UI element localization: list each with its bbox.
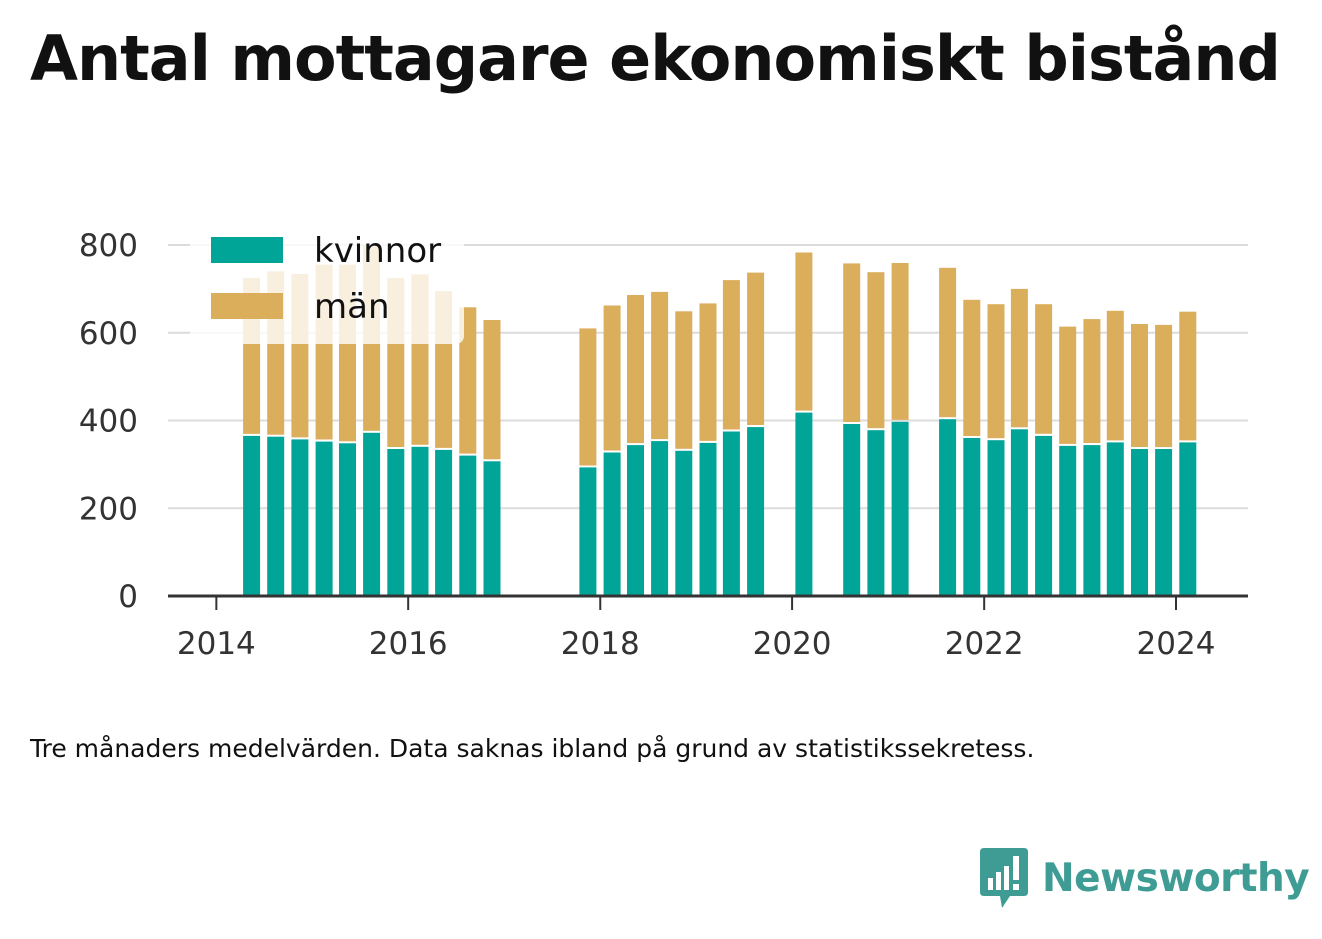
y-tick-label: 0 xyxy=(118,579,138,615)
legend-label: män xyxy=(314,287,390,327)
bar-man xyxy=(459,307,477,454)
bar-kvinnor xyxy=(435,449,453,596)
bar-man xyxy=(1179,311,1197,441)
y-tick-label: 600 xyxy=(79,316,138,352)
caption: Tre månaders medelvärden. Data saknas ib… xyxy=(30,734,1035,763)
x-tick-label: 2018 xyxy=(561,626,640,662)
bar-man xyxy=(579,328,597,466)
bar-kvinnor xyxy=(795,412,813,596)
bar-man xyxy=(939,267,957,418)
y-tick-label: 800 xyxy=(79,228,138,264)
bar-man xyxy=(627,295,644,444)
brand-logo: Newsworthy xyxy=(980,846,1310,910)
bar-man xyxy=(1059,326,1077,444)
bar-kvinnor xyxy=(1155,449,1173,596)
bar-man xyxy=(963,299,981,436)
x-tick-label: 2016 xyxy=(369,626,448,662)
bar-kvinnor xyxy=(1010,429,1028,596)
bar-man xyxy=(1155,324,1173,448)
bar-kvinnor xyxy=(315,441,333,596)
bar-man xyxy=(651,291,669,440)
bar-kvinnor xyxy=(579,467,597,596)
bar-man xyxy=(699,303,717,441)
bar-man xyxy=(1106,310,1124,441)
bar-kvinnor xyxy=(267,436,285,596)
page-title: Antal mottagare ekonomiskt bistånd xyxy=(30,22,1281,95)
bar-kvinnor xyxy=(291,439,309,596)
bar-kvinnor xyxy=(1035,435,1053,596)
legend: kvinnor män xyxy=(190,218,464,344)
bar-kvinnor xyxy=(1179,442,1197,596)
bar-man xyxy=(675,311,693,449)
bar-kvinnor xyxy=(459,455,477,596)
bar-kvinnor xyxy=(722,431,740,596)
bar-man xyxy=(795,252,813,411)
newsworthy-logo-icon xyxy=(980,848,1028,908)
bar-kvinnor xyxy=(987,440,1005,596)
bar-man xyxy=(603,305,621,451)
bar-kvinnor xyxy=(339,443,356,596)
bar-kvinnor xyxy=(675,450,693,596)
y-tick-label: 200 xyxy=(79,491,138,527)
bar-kvinnor xyxy=(747,427,765,596)
bar-man xyxy=(483,320,501,460)
bar-kvinnor xyxy=(363,432,381,596)
bar-kvinnor xyxy=(939,419,957,596)
bar-kvinnor xyxy=(651,441,669,596)
x-tick-label: 2014 xyxy=(177,626,256,662)
x-tick-label: 2020 xyxy=(753,626,832,662)
bar-kvinnor xyxy=(867,430,885,596)
legend-swatch xyxy=(211,237,283,263)
bar-kvinnor xyxy=(1106,442,1124,596)
bar-man xyxy=(843,263,861,422)
bar-kvinnor xyxy=(603,452,621,596)
y-tick-label: 400 xyxy=(79,404,138,440)
bar-kvinnor xyxy=(963,438,981,596)
bar-man xyxy=(867,272,885,429)
bar-man xyxy=(1035,304,1053,434)
bar-man xyxy=(891,263,909,420)
bar-man xyxy=(987,304,1005,439)
bar-man xyxy=(1010,288,1028,428)
bar-kvinnor xyxy=(1131,449,1148,596)
legend-swatch xyxy=(211,293,283,319)
bar-man xyxy=(722,280,740,430)
bar-kvinnor xyxy=(243,435,261,596)
bar-man xyxy=(1131,324,1148,447)
bar-man xyxy=(747,272,765,425)
bar-kvinnor xyxy=(1083,445,1101,596)
x-tick-label: 2022 xyxy=(945,626,1024,662)
bar-man xyxy=(1083,319,1101,443)
brand-name: Newsworthy xyxy=(1042,855,1310,901)
bar-kvinnor xyxy=(411,446,429,596)
bar-kvinnor xyxy=(843,424,861,596)
bar-kvinnor xyxy=(1059,445,1077,596)
bar-kvinnor xyxy=(627,445,644,596)
bar-kvinnor xyxy=(891,421,909,596)
x-tick-label: 2024 xyxy=(1137,626,1216,662)
bar-kvinnor xyxy=(483,461,501,596)
legend-label: kvinnor xyxy=(314,231,441,271)
bar-kvinnor xyxy=(387,449,405,596)
bar-kvinnor xyxy=(699,442,717,596)
axes: 0 200 400 600 800 2014 2016 2018 2020 2022 2024 xyxy=(79,228,1248,662)
